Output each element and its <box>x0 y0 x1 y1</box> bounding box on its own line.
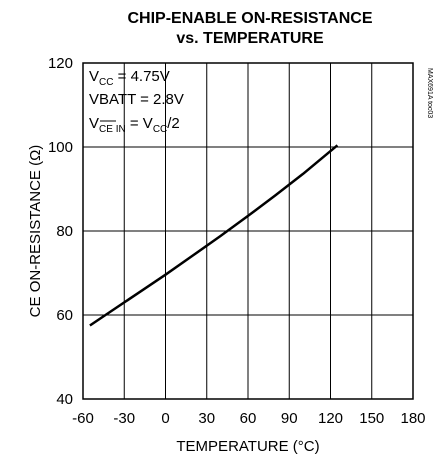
y-tick-label: 40 <box>56 391 73 408</box>
x-tick-label: 180 <box>400 410 425 427</box>
series-line <box>89 144 339 327</box>
x-tick-label: -60 <box>72 410 94 427</box>
y-tick-label: 120 <box>48 55 73 72</box>
x-tick-label: 0 <box>161 410 169 427</box>
condition-vcc: VCC = 4.75V <box>89 68 170 88</box>
x-tick-label: 120 <box>318 410 343 427</box>
y-tick-label: 80 <box>56 223 73 240</box>
x-tick-label: 60 <box>240 410 257 427</box>
chart-title-line1: CHIP-ENABLE ON-RESISTANCE <box>127 10 372 27</box>
series-group <box>89 144 339 327</box>
y-tick-label: 100 <box>48 139 73 156</box>
conditions-box: VCC = 4.75V VBATT = 2.8V VCE IN = VCC/2 <box>89 68 184 135</box>
side-code: MAX691A toc03 <box>426 68 433 118</box>
condition-vbatt: VBATT = 2.8V <box>89 91 184 108</box>
x-tick-label: 90 <box>281 410 298 427</box>
grid <box>83 63 413 399</box>
plot-frame <box>82 62 414 400</box>
x-tick-label: 30 <box>198 410 215 427</box>
x-tick-label: -30 <box>113 410 135 427</box>
y-tick-label: 60 <box>56 307 73 324</box>
y-axis-label: CE ON-RESISTANCE (Ω) <box>27 145 44 318</box>
tick-labels: -60 -30 0 30 60 90 120 150 180 40 60 80 100 120 <box>48 55 426 427</box>
chart-title-line2: vs. TEMPERATURE <box>176 30 324 47</box>
x-axis-label: TEMPERATURE (°C) <box>176 438 319 455</box>
x-tick-label: 150 <box>359 410 384 427</box>
condition-vce: VCE IN = VCC/2 <box>89 115 180 135</box>
